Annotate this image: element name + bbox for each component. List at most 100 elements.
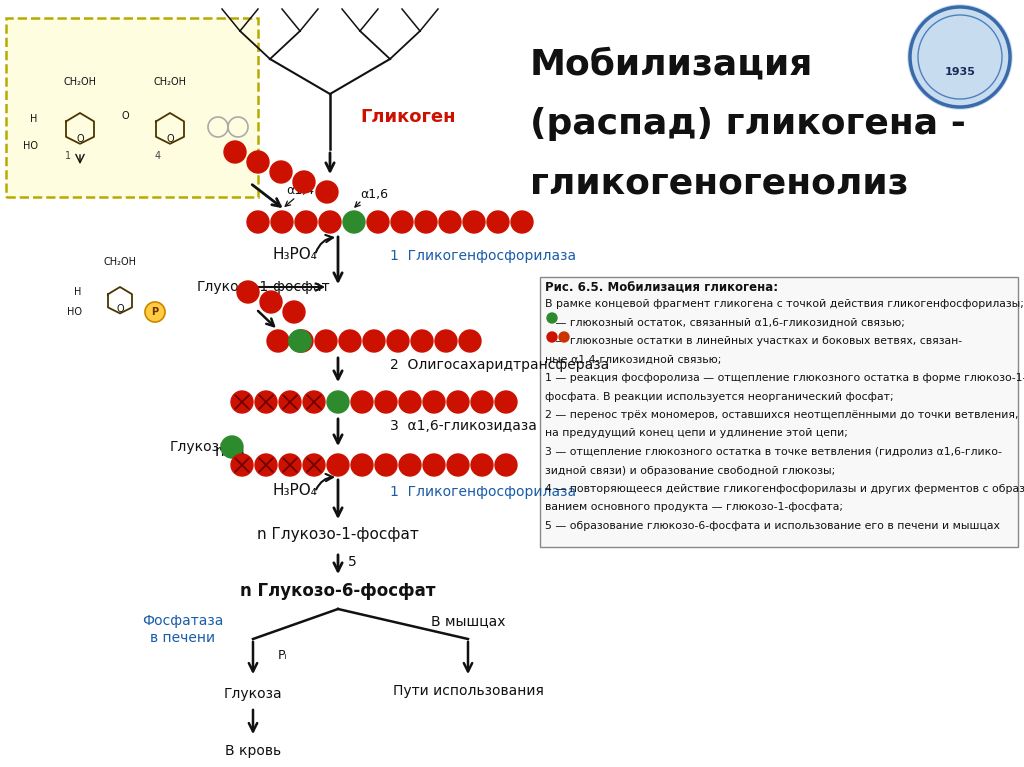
Text: HO: HO	[67, 307, 82, 317]
Text: 3 — отщепление глюкозного остатка в точке ветвления (гидролиз α1,6-глико-: 3 — отщепление глюкозного остатка в точк…	[545, 447, 1001, 457]
Circle shape	[471, 454, 493, 476]
Text: В рамке концевой фрагмент гликогена с точкой действия гликогенфосфорилазы;: В рамке концевой фрагмент гликогена с то…	[545, 299, 1024, 309]
Circle shape	[439, 211, 461, 233]
Circle shape	[411, 330, 433, 352]
Text: Мобилизация: Мобилизация	[530, 47, 813, 81]
Circle shape	[279, 454, 301, 476]
Circle shape	[295, 211, 317, 233]
Text: Глукоза: Глукоза	[169, 440, 228, 454]
Text: (распад) гликогена -: (распад) гликогена -	[530, 107, 966, 141]
Text: H₃PO₄: H₃PO₄	[272, 247, 317, 262]
Text: Глукозо-1-фосфат: Глукозо-1-фосфат	[197, 280, 330, 294]
Circle shape	[279, 391, 301, 413]
Text: α1,4: α1,4	[286, 184, 314, 197]
Text: Пути использования: Пути использования	[392, 684, 544, 698]
Circle shape	[283, 301, 305, 323]
Circle shape	[908, 5, 1012, 109]
Text: В мышцах: В мышцах	[431, 614, 505, 628]
Circle shape	[343, 211, 365, 233]
Circle shape	[293, 171, 315, 193]
Text: 1  Гликогенфосфорилаза: 1 Гликогенфосфорилаза	[390, 249, 577, 263]
Circle shape	[271, 211, 293, 233]
Circle shape	[387, 330, 409, 352]
Text: O: O	[121, 111, 129, 121]
Circle shape	[375, 391, 397, 413]
Text: в печени: в печени	[151, 631, 216, 645]
Circle shape	[303, 454, 325, 476]
Circle shape	[495, 391, 517, 413]
Text: n Глукозо-1-фосфат: n Глукозо-1-фосфат	[257, 527, 419, 542]
Text: зидной связи) и образование свободной глюкозы;: зидной связи) и образование свободной гл…	[545, 466, 836, 476]
Circle shape	[303, 391, 325, 413]
Text: гликогеногенолиз: гликогеногенолиз	[530, 167, 908, 201]
Circle shape	[289, 330, 311, 352]
Circle shape	[463, 211, 485, 233]
Circle shape	[375, 454, 397, 476]
Circle shape	[423, 391, 445, 413]
Circle shape	[362, 330, 385, 352]
Text: H: H	[31, 114, 38, 124]
Text: ванием основного продукта — глюкозо-1-фосфата;: ванием основного продукта — глюкозо-1-фо…	[545, 502, 843, 512]
Text: 4: 4	[155, 151, 161, 161]
Circle shape	[423, 454, 445, 476]
Text: n: n	[214, 443, 224, 459]
Text: 5: 5	[348, 555, 356, 569]
Text: 1: 1	[65, 151, 71, 161]
Circle shape	[224, 141, 246, 163]
FancyBboxPatch shape	[6, 18, 258, 197]
Circle shape	[459, 330, 481, 352]
Circle shape	[447, 454, 469, 476]
Text: 1935: 1935	[944, 67, 976, 77]
Text: 1  Гликогенфосфорилаза: 1 Гликогенфосфорилаза	[390, 485, 577, 499]
Text: 1 — реакция фосфоролиза — отщепление глюкозного остатка в форме глюкозо-1-: 1 — реакция фосфоролиза — отщепление глю…	[545, 373, 1024, 383]
Circle shape	[351, 391, 373, 413]
Circle shape	[511, 211, 534, 233]
Circle shape	[291, 330, 313, 352]
Text: α1,6: α1,6	[360, 188, 388, 201]
Circle shape	[487, 211, 509, 233]
Circle shape	[231, 391, 253, 413]
Text: O: O	[166, 134, 174, 144]
Text: HO: HO	[23, 141, 38, 151]
Circle shape	[316, 181, 338, 203]
Text: В кровь: В кровь	[225, 744, 281, 758]
Text: CH₂OH: CH₂OH	[63, 77, 96, 87]
Bar	[540, 277, 1018, 547]
Circle shape	[547, 332, 557, 342]
Circle shape	[367, 211, 389, 233]
Circle shape	[231, 454, 253, 476]
Text: n Глукозо-6-фосфат: n Глукозо-6-фосфат	[241, 582, 436, 600]
Circle shape	[247, 211, 269, 233]
Circle shape	[255, 391, 278, 413]
Text: Гликоген: Гликоген	[360, 108, 456, 126]
Circle shape	[237, 281, 259, 303]
Circle shape	[399, 454, 421, 476]
Circle shape	[415, 211, 437, 233]
Text: Рис. 6.5. Мобилизация гликогена:: Рис. 6.5. Мобилизация гликогена:	[545, 282, 778, 295]
Circle shape	[221, 436, 243, 458]
Circle shape	[319, 211, 341, 233]
Text: 2 — перенос трёх мономеров, оставшихся неотщеплёнными до точки ветвления,: 2 — перенос трёх мономеров, оставшихся н…	[545, 410, 1019, 420]
Text: 4 — повторяющееся действие гликогенфосфорилазы и других ферментов с образо-: 4 — повторяющееся действие гликогенфосфо…	[545, 484, 1024, 494]
Circle shape	[391, 211, 413, 233]
Text: Pᵢ: Pᵢ	[279, 649, 288, 662]
Circle shape	[495, 454, 517, 476]
Text: — глюкозные остатки в линейных участках и боковых ветвях, связан-: — глюкозные остатки в линейных участках …	[545, 336, 963, 346]
Text: фосфата. В реакции используется неорганический фосфат;: фосфата. В реакции используется неоргани…	[545, 391, 894, 401]
Circle shape	[315, 330, 337, 352]
Circle shape	[559, 332, 569, 342]
Circle shape	[247, 151, 269, 173]
Circle shape	[260, 291, 282, 313]
Circle shape	[327, 454, 349, 476]
Text: на предудущий конец цепи и удлинение этой цепи;: на предудущий конец цепи и удлинение это…	[545, 429, 848, 439]
Text: O: O	[76, 134, 84, 144]
Text: 5 — образование глюкозо-6-фосфата и использование его в печени и мышцах: 5 — образование глюкозо-6-фосфата и испо…	[545, 521, 999, 531]
Circle shape	[547, 313, 557, 323]
Text: P: P	[152, 307, 159, 317]
Text: CH₂OH: CH₂OH	[154, 77, 186, 87]
Text: Фосфатаза: Фосфатаза	[142, 614, 223, 628]
Text: CH₂OH: CH₂OH	[103, 257, 136, 267]
Circle shape	[399, 391, 421, 413]
Circle shape	[447, 391, 469, 413]
Circle shape	[471, 391, 493, 413]
